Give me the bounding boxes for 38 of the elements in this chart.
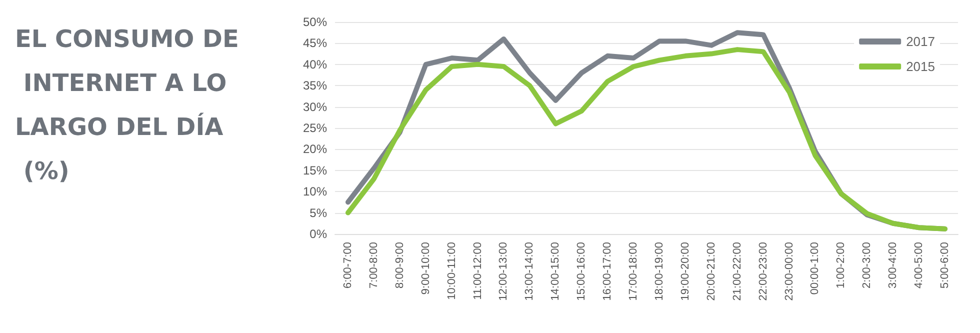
x-tick-label: 16:00-17:00 (602, 242, 614, 301)
x-tick-label: 11:00-12:00 (472, 242, 484, 300)
x-tick-label: 20:00-21:00 (705, 242, 718, 301)
y-tick-label: 25% (302, 121, 328, 135)
x-tick-label: 00:00-1:00 (809, 242, 822, 295)
legend-label: 2017 (906, 34, 935, 49)
text: EL CONSUMO DE INTERNET A LO LARGO DEL DÍA (%) (15, 25, 239, 185)
y-tick-label: 15% (302, 163, 328, 178)
x-tick-label: 23:00-00:00 (783, 242, 796, 301)
y-tick-label: 30% (302, 100, 328, 114)
x-tick-label: 5:00-6:00 (939, 242, 952, 288)
x-tick-label: 21:00-22:00 (731, 242, 744, 301)
x-tick-label: 9:00-10:00 (420, 242, 432, 295)
x-tick-label: 15:00-16:00 (576, 242, 588, 301)
x-tick-label: 17:00-18:00 (628, 242, 640, 301)
y-tick-label: 20% (302, 142, 328, 156)
x-tick-label: 8:00-9:00 (394, 242, 406, 288)
y-tick-label: 0% (310, 227, 328, 241)
legend-label: 2015 (906, 59, 935, 74)
y-tick-label: 5% (310, 206, 328, 220)
y-tick-label: 45% (302, 36, 328, 50)
x-tick-label: 10:00-11:00 (446, 242, 458, 300)
x-tick-label: 1:00-2:00 (835, 242, 848, 288)
y-tick-label: 40% (302, 57, 328, 72)
y-tick-label: 35% (302, 78, 328, 93)
x-tick-label: 14:00-15:00 (550, 242, 562, 301)
x-tick-label: 7:00-8:00 (368, 242, 380, 288)
x-tick-label: 18:00-19:00 (653, 242, 666, 301)
y-tick-label: 50% (302, 15, 328, 29)
x-tick-label: 3:00-4:00 (887, 242, 900, 288)
x-tick-label: 6:00-7:00 (342, 242, 354, 288)
x-tick-label: 13:00-14:00 (524, 242, 536, 301)
x-tick-label: 12:00-13:00 (498, 242, 510, 301)
x-tick-label: 22:00-23:00 (757, 242, 770, 301)
y-tick-label: 10% (302, 184, 328, 199)
x-tick-label: 19:00-20:00 (679, 242, 692, 301)
x-tick-label: 4:00-5:00 (913, 242, 926, 288)
x-tick-label: 2:00-3:00 (861, 242, 874, 288)
